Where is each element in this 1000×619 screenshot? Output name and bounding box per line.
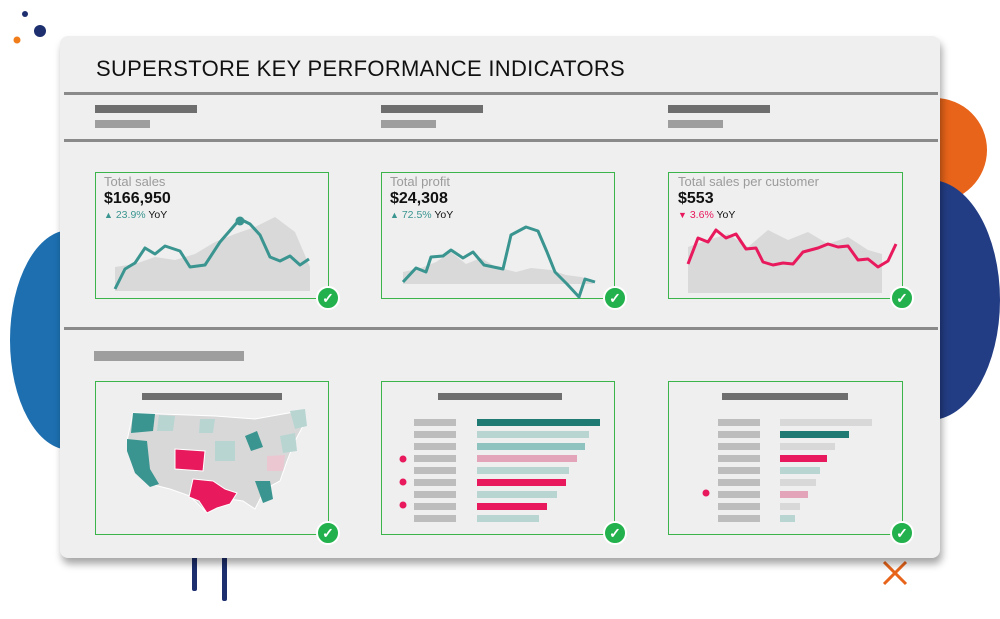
bar-chart-1 <box>399 419 600 522</box>
sparkline-total-sales <box>113 216 310 291</box>
kpi-change: ▼ 3.6% YoY <box>678 209 736 221</box>
placeholder-heading <box>95 105 197 113</box>
divider <box>64 139 938 142</box>
kpi-value: $24,308 <box>390 190 448 207</box>
page-title: SUPERSTORE KEY PERFORMANCE INDICATORS <box>96 56 626 81</box>
placeholder-card-title <box>142 393 282 400</box>
check-icon: ✓ <box>890 286 914 310</box>
kpi-label: Total profit <box>390 174 450 189</box>
divider <box>64 327 938 330</box>
kpi-label: Total sales <box>104 174 166 189</box>
check-icon: ✓ <box>316 286 340 310</box>
sparkline-total-profit <box>401 225 596 299</box>
kpi-change: ▲ 72.5% YoY <box>390 209 454 221</box>
check-icon: ✓ <box>603 521 627 545</box>
placeholder-card-title <box>438 393 562 400</box>
bar-chart-2 <box>702 419 872 522</box>
placeholder-subheading <box>668 120 723 128</box>
check-icon: ✓ <box>890 521 914 545</box>
kpi-value: $166,950 <box>104 190 171 207</box>
placeholder-section-heading <box>94 351 244 361</box>
check-icon: ✓ <box>603 286 627 310</box>
check-icon: ✓ <box>316 521 340 545</box>
placeholder-card-title <box>722 393 848 400</box>
trend-down-icon: ▼ <box>678 210 687 220</box>
placeholder-heading <box>381 105 483 113</box>
placeholder-heading <box>668 105 770 113</box>
placeholder-subheading <box>381 120 436 128</box>
kpi-label: Total sales per customer <box>678 174 819 189</box>
kpi-value: $553 <box>678 190 714 207</box>
sparkline-sales-per-customer <box>686 228 898 293</box>
trend-up-icon: ▲ <box>104 210 113 220</box>
placeholder-subheading <box>95 120 150 128</box>
us-map <box>126 409 307 514</box>
kpi-change: ▲ 23.9% YoY <box>104 209 168 221</box>
divider <box>64 92 938 95</box>
trend-up-icon: ▲ <box>390 210 399 220</box>
